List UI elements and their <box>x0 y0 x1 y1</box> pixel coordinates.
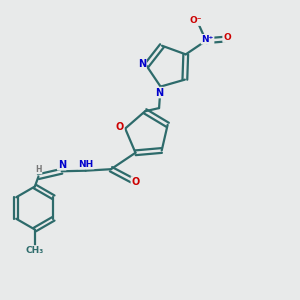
Text: O: O <box>131 177 140 187</box>
Text: CH₃: CH₃ <box>26 246 44 255</box>
Text: H: H <box>35 165 42 174</box>
Text: N⁺: N⁺ <box>201 35 214 44</box>
Text: N: N <box>138 59 146 69</box>
Text: N: N <box>155 88 163 98</box>
Text: O: O <box>116 122 124 132</box>
Text: O: O <box>223 33 231 42</box>
Text: O⁻: O⁻ <box>190 16 203 25</box>
Text: N: N <box>58 160 66 170</box>
Text: NH: NH <box>79 160 94 169</box>
